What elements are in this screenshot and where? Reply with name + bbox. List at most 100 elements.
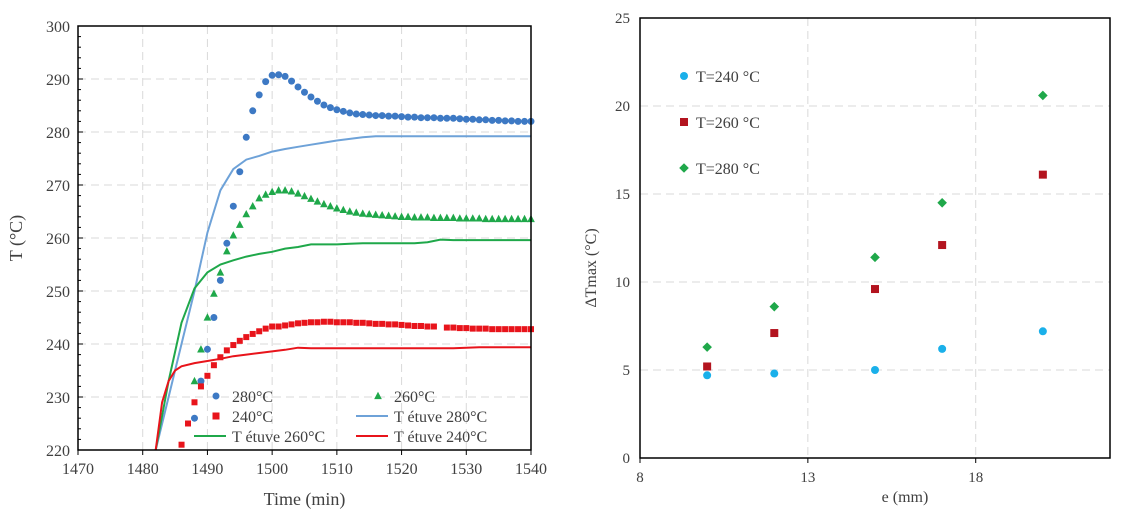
legend-label-240-c: 240°C bbox=[232, 409, 273, 426]
data-point-240-c bbox=[230, 342, 237, 349]
x-tick-label: 1520 bbox=[386, 461, 418, 478]
data-point-280-c bbox=[443, 114, 451, 122]
data-point-280-c bbox=[223, 239, 231, 247]
data-point-260-c bbox=[455, 214, 464, 222]
data-point-240-c bbox=[353, 319, 360, 326]
data-point-t-240-c bbox=[703, 371, 712, 380]
left-gridlines bbox=[78, 26, 531, 450]
data-point-t-240-c bbox=[938, 344, 947, 353]
data-point-260-c bbox=[190, 376, 199, 385]
data-point-t-260-c bbox=[871, 285, 879, 294]
left-x-axis-label: Time (min) bbox=[264, 489, 346, 510]
data-point-260-c bbox=[468, 214, 477, 222]
data-point-280-c bbox=[255, 91, 263, 99]
delta-t-thickness-chart: 0 5 10 15 20 25 8 13 18 T=240 °C T=260 °C T=280 °C… bbox=[583, 11, 1111, 506]
data-point-240-c bbox=[456, 325, 463, 332]
data-point-260-c bbox=[287, 187, 296, 195]
data-point-280-c bbox=[326, 104, 334, 112]
data-point-260-c bbox=[326, 202, 335, 210]
data-point-240-c bbox=[256, 328, 263, 335]
data-point-t-280-c bbox=[870, 252, 880, 263]
data-point-240-c bbox=[489, 326, 496, 333]
y-tick-label: 10 bbox=[615, 275, 630, 291]
data-point-t-240-c bbox=[770, 369, 779, 378]
data-point-280-c bbox=[385, 112, 393, 120]
legend-label-260-c: 260°C bbox=[394, 389, 435, 406]
data-point-280-c bbox=[313, 97, 321, 105]
data-point-280-c bbox=[359, 111, 367, 119]
data-point-280-c bbox=[352, 110, 360, 118]
data-point-240-c bbox=[262, 325, 269, 332]
data-point-240-c bbox=[223, 347, 230, 354]
data-point-280-c bbox=[346, 109, 354, 117]
data-point-280-c bbox=[462, 115, 470, 123]
data-point-260-c bbox=[229, 231, 238, 239]
y-tick-label: 230 bbox=[46, 390, 70, 407]
data-point-260-c bbox=[255, 194, 264, 202]
data-point-240-c bbox=[204, 372, 211, 379]
data-point-280-c bbox=[417, 114, 425, 122]
data-point-240-c bbox=[469, 325, 476, 332]
data-point-280-c bbox=[391, 112, 399, 120]
data-point-280-c bbox=[288, 77, 296, 85]
data-point-280-c bbox=[236, 168, 244, 176]
data-point-260-c bbox=[210, 289, 218, 297]
data-point-240-c bbox=[320, 318, 327, 325]
right-x-axis-label: e (mm) bbox=[882, 489, 929, 506]
data-point-280-c bbox=[423, 114, 431, 122]
data-point-240-c bbox=[495, 326, 502, 333]
data-point-280-c bbox=[456, 115, 464, 123]
data-point-260-c bbox=[345, 207, 354, 215]
x-tick-label: 1510 bbox=[321, 461, 353, 478]
data-point-280-c bbox=[514, 117, 522, 125]
data-point-260-c bbox=[274, 186, 283, 194]
data-point-260-c bbox=[494, 214, 503, 223]
temperature-time-chart: 220 230 240 250 260 270 280 290 300 1470 1480 1490 1… bbox=[6, 19, 547, 510]
legend-label-t-tuve-260-c: T étuve 260°C bbox=[232, 429, 325, 446]
data-point-240-c bbox=[508, 326, 515, 333]
data-point-260-c bbox=[242, 209, 251, 218]
legend-swatch-t-240-c bbox=[680, 72, 688, 80]
right-series-markers bbox=[702, 90, 1048, 380]
data-point-280-c bbox=[482, 116, 490, 124]
data-point-t-260-c bbox=[1038, 170, 1047, 179]
data-point-260-c bbox=[339, 205, 348, 214]
data-point-260-c bbox=[371, 210, 380, 218]
data-point-240-c bbox=[502, 326, 509, 333]
y-tick-label: 5 bbox=[623, 363, 631, 379]
data-point-280-c bbox=[436, 114, 444, 122]
data-point-260-c bbox=[430, 213, 438, 222]
data-point-t-280-c bbox=[1038, 90, 1048, 101]
data-point-260-c bbox=[333, 204, 341, 212]
data-point-240-c bbox=[197, 383, 204, 390]
legend-label-280-c: 280°C bbox=[232, 389, 273, 406]
right-axis-ticks: 0 5 10 15 20 25 8 13 18 bbox=[615, 11, 983, 486]
data-point-280-c bbox=[430, 114, 438, 122]
y-tick-label: 15 bbox=[615, 187, 630, 203]
right-legend: T=240 °C T=260 °C T=280 °C bbox=[679, 69, 760, 178]
data-point-260-c bbox=[397, 212, 406, 220]
data-point-240-c bbox=[424, 323, 431, 330]
data-point-240-c bbox=[450, 324, 457, 331]
data-point-280-c bbox=[372, 112, 380, 120]
legend-label-t-260-c: T=260 °C bbox=[696, 115, 760, 132]
data-point-260-c bbox=[216, 268, 225, 276]
data-point-260-c bbox=[307, 194, 315, 202]
data-point-260-c bbox=[313, 197, 322, 205]
legend-label-t-280-c: T=280 °C bbox=[696, 161, 760, 178]
data-point-240-c bbox=[314, 319, 321, 326]
left-axis-ticks: 220 230 240 250 260 270 280 290 300 1470 1480 1490 1… bbox=[46, 19, 547, 478]
legend-label-t-240-c: T=240 °C bbox=[696, 69, 760, 86]
data-point-260-c bbox=[449, 213, 458, 222]
data-point-240-c bbox=[521, 326, 528, 333]
y-tick-label: 20 bbox=[615, 99, 630, 115]
series-line-t-tuve-280-c bbox=[154, 135, 531, 451]
data-point-260-c bbox=[417, 213, 425, 221]
data-point-240-c bbox=[210, 362, 217, 369]
data-point-280-c bbox=[301, 88, 308, 96]
data-point-240-c bbox=[372, 320, 379, 327]
x-tick-label: 8 bbox=[636, 470, 644, 486]
data-point-280-c bbox=[229, 202, 237, 210]
data-point-260-c bbox=[384, 211, 393, 219]
